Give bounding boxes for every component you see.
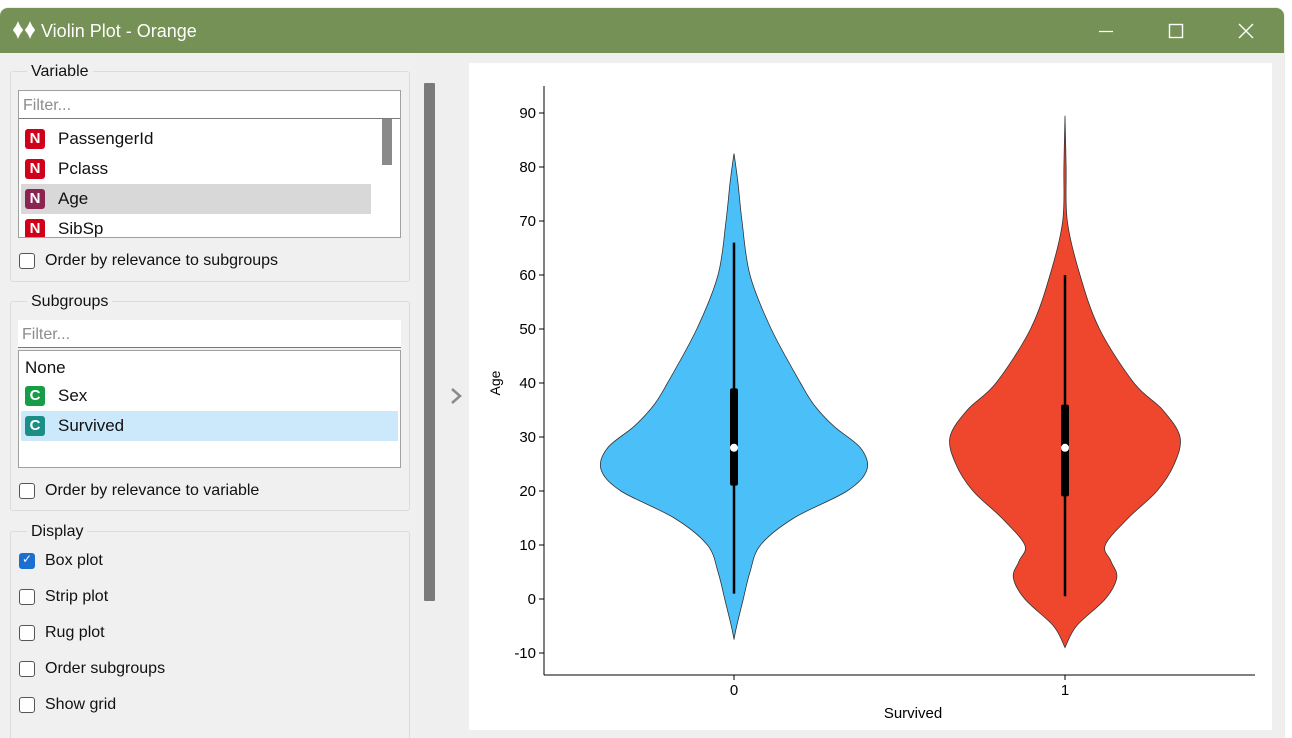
maximize-icon [1168,23,1184,39]
y-tick-label: 10 [519,537,536,554]
variable-item-passengerid[interactable]: N PassengerId [21,124,371,154]
close-button[interactable] [1216,13,1276,49]
y-tick-label: -10 [514,645,536,662]
subgroups-list[interactable]: None C Sex C Survived [18,350,401,468]
y-tick-label: 0 [528,591,536,608]
window-title: Violin Plot - Orange [41,21,197,41]
variable-list-scrollbar[interactable] [382,119,392,165]
display-group-title: Display [27,523,88,541]
checkbox-box[interactable] [19,253,35,269]
x-tick-label: 1 [1061,682,1069,699]
y-tick-label: 50 [519,321,536,338]
variable-group: Variable Filter... N PassengerId N Pclas… [10,63,410,282]
control-panel: Variable Filter... N PassengerId N Pclas… [0,53,416,738]
subgroup-item-label: None [25,358,66,377]
categorical-type-icon: C [25,386,45,406]
variable-filter-input[interactable]: Filter... [19,91,400,119]
y-tick-label: 20 [519,483,536,500]
variable-item-age[interactable]: N Age [21,184,371,214]
checkbox-box[interactable] [19,661,35,677]
checkbox-box[interactable] [19,589,35,605]
checkbox-label: Strip plot [45,588,109,605]
variable-item-label: Age [58,189,89,208]
subgroups-group-title: Subgroups [27,293,113,311]
subgroups-group: Subgroups Filter... None C Sex C Survive… [10,293,410,511]
numeric-type-icon: N [25,129,45,149]
variable-item-label: SibSp [58,219,104,238]
subgroup-item-label: Sex [58,386,88,405]
minimize-button[interactable] [1076,13,1136,49]
violin-plot-window: Violin Plot - Orange Variable Filter... … [0,8,1284,738]
variable-item-pclass[interactable]: N Pclass [21,154,371,184]
close-icon [1238,23,1254,39]
y-axis-label: Age [487,370,503,395]
y-tick-label: 60 [519,267,536,284]
panel-splitter[interactable] [424,83,435,601]
median-0 [730,443,738,452]
y-tick-label: 80 [519,159,536,176]
checkbox-label: Order subgroups [45,660,166,677]
subgroup-item-survived[interactable]: C Survived [21,411,398,441]
violin-chart: -10 0 10 20 30 40 50 60 70 80 90 Age 0 1 Survived [487,86,1255,722]
title-bar[interactable]: Violin Plot - Orange [0,8,1284,53]
subgroup-item-sex[interactable]: C Sex [21,381,398,411]
variable-group-title: Variable [27,63,93,81]
maximize-button[interactable] [1146,13,1206,49]
variable-item-label: PassengerId [58,129,154,148]
checkbox-box[interactable] [19,625,35,641]
checkbox-box[interactable] [19,552,35,569]
subgroups-filter-input[interactable]: Filter... [18,320,401,348]
checkbox-label: Order by relevance to subgroups [45,252,279,269]
checkbox-label: Box plot [45,552,103,569]
variable-item-label: Pclass [58,159,109,178]
checkbox-box[interactable] [19,483,35,499]
y-tick-label: 90 [519,105,536,122]
median-1 [1061,443,1069,452]
numeric-type-icon: N [25,159,45,179]
categorical-type-icon: C [25,416,45,436]
plot-area: -10 0 10 20 30 40 50 60 70 80 90 Age 0 1 Survived [469,63,1272,730]
checkbox-label: Rug plot [45,624,105,641]
y-tick-label: 40 [519,375,536,392]
numeric-type-icon: N [25,189,45,209]
violin-icon [13,21,35,39]
checkbox-label: Show grid [45,696,117,713]
minimize-icon [1099,30,1113,33]
chevron-right-icon[interactable] [446,386,466,406]
y-tick-label: 30 [519,429,536,446]
variable-list[interactable]: Filter... N PassengerId N Pclass N Age N… [18,90,401,238]
checkbox-label: Order by relevance to variable [45,482,260,499]
display-group: Display Box plot Strip plot Rug plot Ord… [10,523,410,738]
box-0 [730,388,738,486]
variable-item-sibsp[interactable]: N SibSp [21,214,371,238]
y-tick-label: 70 [519,213,536,230]
subgroup-item-none[interactable]: None [21,353,398,383]
x-axis-label: Survived [884,705,942,722]
x-tick-label: 0 [730,682,738,699]
numeric-type-icon: N [25,219,45,237]
subgroup-item-label: Survived [58,416,125,435]
checkbox-box[interactable] [19,697,35,713]
